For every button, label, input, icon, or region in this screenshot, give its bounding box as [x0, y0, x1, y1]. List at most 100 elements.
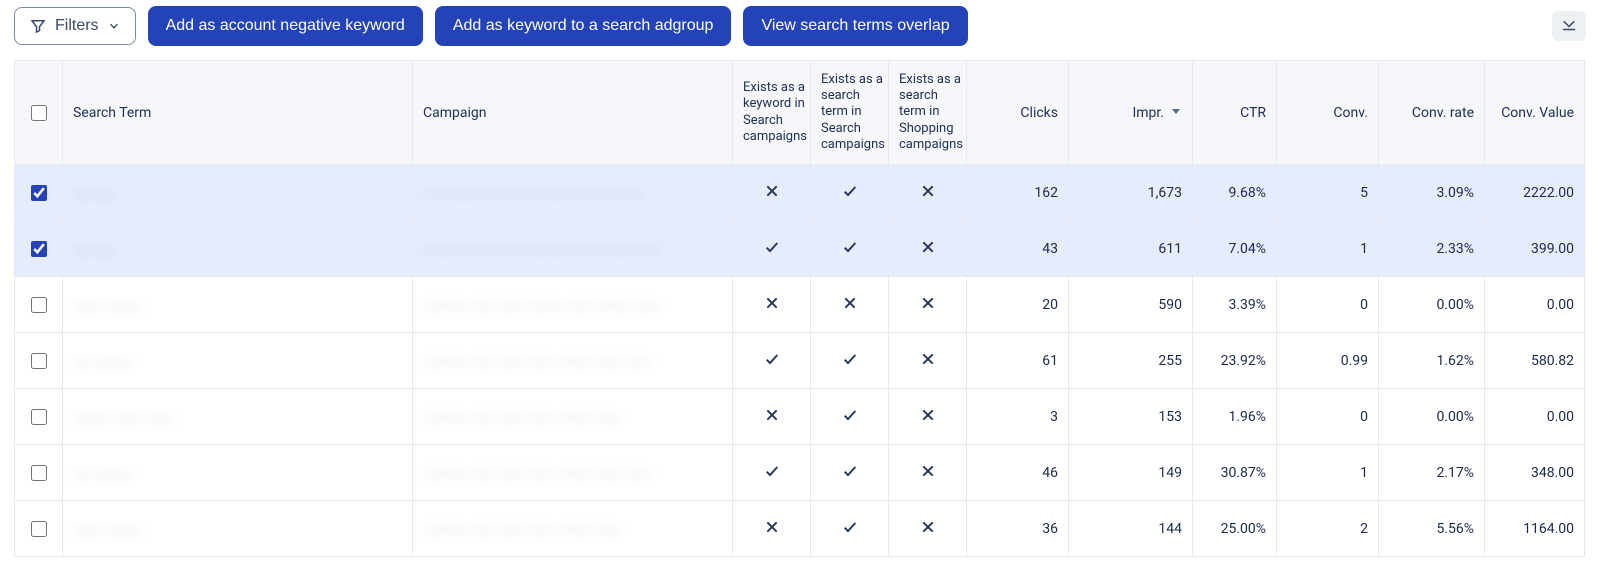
cell-ctr: 7.04%: [1193, 221, 1277, 277]
row-checkbox[interactable]: [31, 409, 47, 425]
cell-search-term: …… ……: [63, 165, 413, 221]
cell-exists-search: [811, 165, 889, 221]
cell-conv: 0: [1277, 277, 1379, 333]
cell-campaign: …………… ……… ……… ………… ……… ………… ………: [413, 277, 733, 333]
row-checkbox[interactable]: [31, 297, 47, 313]
column-header-conv-value[interactable]: Conv. Value: [1485, 61, 1585, 165]
cell-exists-search: [811, 221, 889, 277]
row-checkbox-cell: [15, 221, 63, 277]
search-term-text: …… …………: [73, 351, 133, 369]
filters-button[interactable]: Filters: [14, 7, 136, 45]
cell-clicks: 46: [967, 445, 1069, 501]
row-checkbox[interactable]: [31, 185, 47, 201]
cell-campaign: … …………… ……… ……… …………… ……… ………: [413, 165, 733, 221]
row-checkbox[interactable]: [31, 241, 47, 257]
add-keyword-to-adgroup-button[interactable]: Add as keyword to a search adgroup: [435, 6, 732, 46]
cell-conv: 2: [1277, 501, 1379, 557]
check-icon: [842, 519, 858, 539]
cell-exists-shopping: [889, 501, 967, 557]
cell-campaign: …………… ……… ……… …………… ……… ……… ………: [413, 221, 733, 277]
view-search-terms-overlap-button[interactable]: View search terms overlap: [743, 6, 967, 46]
x-icon: [842, 295, 858, 315]
row-checkbox[interactable]: [31, 465, 47, 481]
cell-ctr: 23.92%: [1193, 333, 1277, 389]
row-checkbox[interactable]: [31, 521, 47, 537]
cell-exists-shopping: [889, 277, 967, 333]
column-header-conv-rate[interactable]: Conv. rate: [1379, 61, 1485, 165]
select-all-checkbox[interactable]: [31, 105, 47, 121]
campaign-text: …………… ……… ……… …………… ……… ……… ………: [423, 240, 660, 257]
cell-conv: 1: [1277, 221, 1379, 277]
triangle-down-icon: [1560, 18, 1578, 35]
column-header-exists-shopping[interactable]: Exists as a search term in Shopping camp…: [889, 61, 967, 165]
cell-conv-rate: 1.62%: [1379, 333, 1485, 389]
check-icon: [764, 463, 780, 483]
column-header-exists-keyword[interactable]: Exists as a keyword in Search campaigns: [733, 61, 811, 165]
cell-conv-rate: 0.00%: [1379, 389, 1485, 445]
cell-search-term: ………… ……… ………: [63, 389, 413, 445]
column-header-impr[interactable]: Impr.: [1069, 61, 1193, 165]
cell-ctr: 30.87%: [1193, 445, 1277, 501]
cell-exists-shopping: [889, 445, 967, 501]
x-icon: [764, 519, 780, 539]
column-header-exists-search[interactable]: Exists as a search term in Search campai…: [811, 61, 889, 165]
x-icon: [764, 183, 780, 203]
check-icon: [764, 351, 780, 371]
cell-clicks: 43: [967, 221, 1069, 277]
add-account-negative-keyword-button[interactable]: Add as account negative keyword: [148, 6, 423, 46]
cell-impr: 255: [1069, 333, 1193, 389]
cell-conv: 0.99: [1277, 333, 1379, 389]
x-icon: [920, 351, 936, 371]
cell-conv-rate: 2.33%: [1379, 221, 1485, 277]
row-checkbox[interactable]: [31, 353, 47, 369]
cell-ctr: 3.39%: [1193, 277, 1277, 333]
search-term-text: ……… …………: [73, 519, 142, 537]
cell-ctr: 9.68%: [1193, 165, 1277, 221]
column-header-ctr[interactable]: CTR: [1193, 61, 1277, 165]
cell-exists-search: [811, 445, 889, 501]
campaign-text: …………… ……… ……… ……… ………… ……… ………: [423, 464, 651, 481]
cell-campaign: …………… ……… ……… ……… ………… ………: [413, 501, 733, 557]
toolbar: Filters Add as account negative keyword …: [0, 0, 1600, 60]
cell-exists-search: [811, 277, 889, 333]
check-icon: [842, 183, 858, 203]
cell-conv: 1: [1277, 445, 1379, 501]
check-icon: [842, 239, 858, 259]
cell-ctr: 1.96%: [1193, 389, 1277, 445]
cell-search-term: …… …………: [63, 333, 413, 389]
filter-icon: [29, 17, 47, 35]
campaign-text: …………… ……… ……… ……… ………… ………: [423, 520, 622, 537]
campaign-text: …………… ……… ……… ……… ………… ……… ………: [423, 352, 651, 369]
column-header-impr-label: Impr.: [1132, 105, 1164, 121]
cell-conv-value: 399.00: [1485, 221, 1585, 277]
column-header-checkbox: [15, 61, 63, 165]
cell-conv-rate: 3.09%: [1379, 165, 1485, 221]
campaign-text: …………… ……… ……… ………… ……… ………… ………: [423, 296, 660, 313]
row-checkbox-cell: [15, 333, 63, 389]
check-icon: [842, 351, 858, 371]
cell-exists-keyword: [733, 389, 811, 445]
cell-campaign: …………… ……… ……… ……… ………… ………: [413, 389, 733, 445]
search-term-text: …… ……: [73, 239, 114, 257]
column-header-search-term[interactable]: Search Term: [63, 61, 413, 165]
cell-search-term: ……… …………: [63, 501, 413, 557]
column-header-campaign[interactable]: Campaign: [413, 61, 733, 165]
x-icon: [920, 295, 936, 315]
cell-exists-shopping: [889, 389, 967, 445]
cell-conv-value: 0.00: [1485, 277, 1585, 333]
check-icon: [764, 239, 780, 259]
sort-desc-icon: [1170, 105, 1182, 121]
cell-exists-search: [811, 389, 889, 445]
cell-campaign: …………… ……… ……… ……… ………… ……… ………: [413, 445, 733, 501]
cell-search-term: …… …………: [63, 445, 413, 501]
column-header-conv[interactable]: Conv.: [1277, 61, 1379, 165]
column-header-clicks[interactable]: Clicks: [967, 61, 1069, 165]
cell-impr: 144: [1069, 501, 1193, 557]
cell-exists-keyword: [733, 333, 811, 389]
x-icon: [920, 463, 936, 483]
cell-search-term: …… ……: [63, 221, 413, 277]
row-checkbox-cell: [15, 389, 63, 445]
cell-exists-keyword: [733, 445, 811, 501]
collapse-panel-button[interactable]: [1552, 11, 1586, 41]
cell-exists-search: [811, 501, 889, 557]
